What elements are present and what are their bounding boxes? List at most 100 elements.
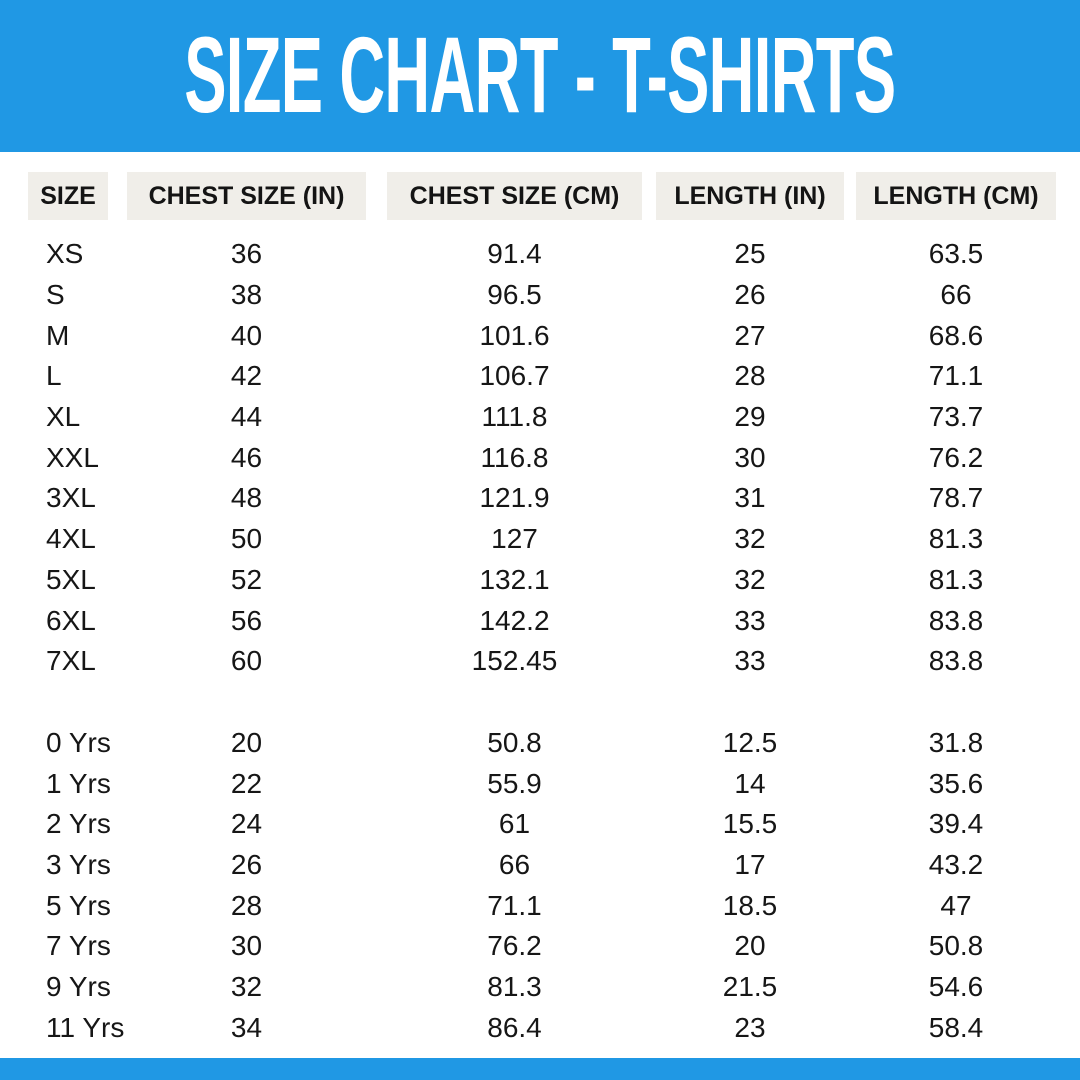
cell-chest-cm: 50.8: [487, 726, 542, 758]
cell-chest-cm: 96.5: [487, 279, 542, 311]
section-gap: [0, 682, 1080, 723]
cell-size: S: [46, 279, 65, 311]
cell-length-in: 25: [734, 238, 766, 270]
cell-chest-in: 60: [230, 645, 263, 677]
cell-length-in: 15.5: [722, 808, 778, 840]
cell-size: 6XL: [46, 604, 96, 636]
cell-chest-in: 26: [230, 848, 263, 880]
cell-length-cm: 50.8: [928, 930, 984, 962]
cell-chest-cm: 55.9: [487, 767, 542, 799]
size-chart-table: SIZE CHEST SIZE (IN) CHEST SIZE (CM) LEN…: [0, 172, 1080, 1048]
table-body: XS 36 91.4 25 63.5 S 38 96.5 26 66 M 40 101.6 27 68.6 L…: [0, 234, 1080, 1048]
cell-length-in: 26: [734, 279, 766, 311]
cell-size: 0 Yrs: [46, 726, 111, 758]
cell-length-cm: 76.2: [928, 441, 984, 473]
cell-length-cm: 83.8: [928, 604, 984, 636]
cell-length-in: 28: [734, 360, 766, 392]
table-row: XXL 46 116.8 30 76.2: [0, 437, 1080, 478]
cell-size: L: [46, 360, 62, 392]
table-row: 7XL 60 152.45 33 83.8: [0, 641, 1080, 682]
cell-length-in: 33: [734, 645, 766, 677]
cell-size: 5XL: [46, 563, 96, 595]
table-row: 5XL 52 132.1 32 81.3: [0, 560, 1080, 601]
page-title: SIZE CHART - T-SHIRTS: [184, 15, 896, 136]
cell-size: M: [46, 319, 70, 351]
cell-length-in: 32: [734, 563, 766, 595]
cell-chest-in: 38: [230, 279, 263, 311]
cell-size: 7XL: [46, 645, 96, 677]
cell-size: XS: [46, 238, 84, 270]
cell-length-in: 21.5: [722, 971, 778, 1003]
cell-length-in: 14: [734, 767, 766, 799]
cell-length-cm: 81.3: [928, 523, 984, 555]
cell-size: 5 Yrs: [46, 889, 111, 921]
cell-size: 3 Yrs: [46, 848, 111, 880]
cell-chest-cm: 86.4: [487, 1011, 542, 1043]
table-row: 0 Yrs 20 50.8 12.5 31.8: [0, 723, 1080, 764]
table-row: XL 44 111.8 29 73.7: [0, 397, 1080, 438]
cell-length-in: 27: [734, 319, 766, 351]
cell-length-in: 23: [734, 1011, 766, 1043]
cell-chest-in: 30: [230, 930, 263, 962]
cell-chest-cm: 91.4: [487, 238, 542, 270]
cell-chest-cm: 81.3: [487, 971, 542, 1003]
table-row: 4XL 50 127 32 81.3: [0, 519, 1080, 560]
table-row: 3 Yrs 26 66 17 43.2: [0, 845, 1080, 886]
table-row: 2 Yrs 24 61 15.5 39.4: [0, 804, 1080, 845]
cell-length-cm: 43.2: [928, 848, 984, 880]
cell-chest-cm: 71.1: [487, 889, 542, 921]
cell-chest-in: 48: [230, 482, 263, 514]
cell-chest-cm: 61: [498, 808, 531, 840]
cell-size: 11 Yrs: [46, 1011, 125, 1043]
cell-chest-in: 52: [230, 563, 263, 595]
cell-chest-in: 36: [230, 238, 263, 270]
cell-chest-cm: 152.45: [471, 645, 558, 677]
cell-size: 7 Yrs: [46, 930, 111, 962]
cell-chest-in: 56: [230, 604, 263, 636]
cell-chest-in: 20: [230, 726, 263, 758]
cell-chest-cm: 127: [491, 523, 538, 555]
cell-length-in: 33: [734, 604, 766, 636]
cell-size: 1 Yrs: [46, 767, 111, 799]
cell-chest-in: 22: [230, 767, 263, 799]
cell-length-cm: 47: [940, 889, 972, 921]
cell-length-cm: 73.7: [928, 401, 984, 433]
cell-chest-cm: 121.9: [479, 482, 550, 514]
column-header-length-cm: LENGTH (CM): [856, 172, 1056, 220]
cell-chest-cm: 76.2: [487, 930, 542, 962]
table-row: 5 Yrs 28 71.1 18.5 47: [0, 885, 1080, 926]
cell-chest-in: 34: [230, 1011, 263, 1043]
table-row: 3XL 48 121.9 31 78.7: [0, 478, 1080, 519]
table-row: 1 Yrs 22 55.9 14 35.6: [0, 763, 1080, 804]
cell-length-cm: 71.1: [928, 360, 984, 392]
table-row: XS 36 91.4 25 63.5: [0, 234, 1080, 275]
column-header-length-in: LENGTH (IN): [656, 172, 844, 220]
cell-length-in: 20: [734, 930, 766, 962]
cell-chest-in: 42: [230, 360, 263, 392]
table-row: M 40 101.6 27 68.6: [0, 315, 1080, 356]
cell-length-in: 12.5: [722, 726, 778, 758]
cell-length-cm: 54.6: [928, 971, 984, 1003]
cell-chest-cm: 111.8: [481, 401, 548, 433]
cell-length-cm: 31.8: [928, 726, 984, 758]
column-header-chest-cm: CHEST SIZE (CM): [387, 172, 642, 220]
cell-length-cm: 58.4: [928, 1011, 984, 1043]
cell-chest-in: 50: [230, 523, 263, 555]
cell-length-in: 29: [734, 401, 766, 433]
cell-chest-cm: 66: [498, 848, 531, 880]
cell-length-in: 17: [734, 848, 766, 880]
cell-length-cm: 68.6: [928, 319, 984, 351]
cell-length-in: 31: [734, 482, 766, 514]
footer-strip: [0, 1058, 1080, 1080]
cell-length-cm: 81.3: [928, 563, 984, 595]
cell-size: 2 Yrs: [46, 808, 111, 840]
table-row: 7 Yrs 30 76.2 20 50.8: [0, 926, 1080, 967]
table-row: L 42 106.7 28 71.1: [0, 356, 1080, 397]
cell-chest-cm: 106.7: [479, 360, 550, 392]
cell-length-in: 18.5: [722, 889, 778, 921]
table-row: 6XL 56 142.2 33 83.8: [0, 600, 1080, 641]
title-banner: SIZE CHART - T-SHIRTS: [0, 0, 1080, 152]
cell-size: 3XL: [46, 482, 96, 514]
cell-length-in: 30: [734, 441, 766, 473]
column-header-size: SIZE: [28, 172, 108, 220]
